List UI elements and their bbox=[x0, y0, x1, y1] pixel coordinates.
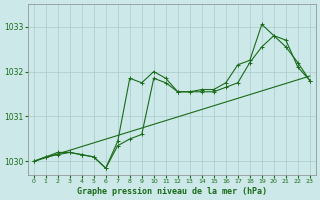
X-axis label: Graphe pression niveau de la mer (hPa): Graphe pression niveau de la mer (hPa) bbox=[77, 187, 267, 196]
